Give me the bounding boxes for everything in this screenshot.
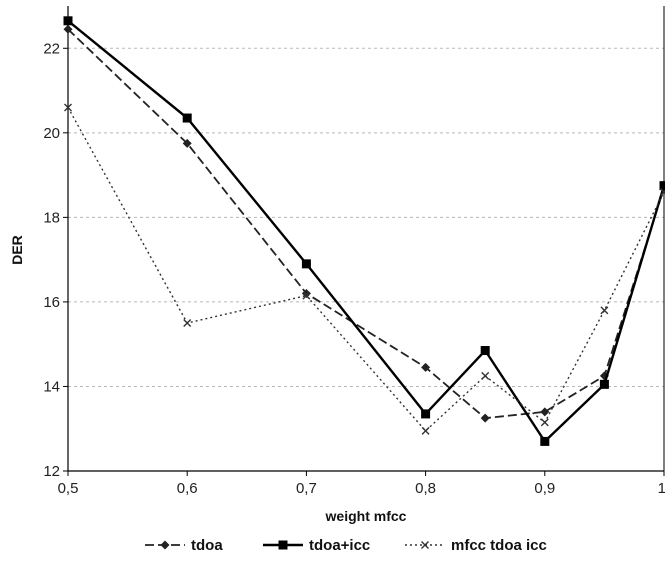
data-point xyxy=(302,291,311,300)
series-line xyxy=(67,19,665,444)
series-layer xyxy=(63,16,665,446)
y-tick-label: 12 xyxy=(43,463,60,480)
x-tick-label: 0,8 xyxy=(415,480,436,497)
y-tick-label: 14 xyxy=(43,378,60,395)
legend-swatch-marker xyxy=(160,540,170,550)
data-point xyxy=(183,319,192,328)
x-tick-label: 0,7 xyxy=(296,480,317,497)
data-point xyxy=(480,413,490,423)
series-mfcc-tdoa-icc xyxy=(64,103,665,435)
data-point xyxy=(659,181,665,191)
y-tick-label: 22 xyxy=(43,40,60,57)
data-point xyxy=(481,371,490,380)
data-point xyxy=(540,418,549,427)
series-tdoa xyxy=(63,24,665,423)
legend-item: tdoa+icc xyxy=(263,537,370,554)
x-axis-title: weight mfcc xyxy=(325,508,407,524)
series-line xyxy=(67,28,665,420)
y-tick-label: 18 xyxy=(43,209,60,226)
data-point xyxy=(599,379,609,389)
legend-swatch-marker xyxy=(421,541,429,549)
x-axis-ticks: 0,5 0,6 0,7 0,8 0,9 1 xyxy=(58,471,665,497)
legend-label: tdoa xyxy=(191,537,223,554)
data-point xyxy=(600,306,609,315)
x-tick-label: 0,9 xyxy=(534,480,555,497)
data-point xyxy=(63,16,73,26)
legend-label: tdoa+icc xyxy=(309,537,370,554)
data-point xyxy=(63,24,73,34)
data-point xyxy=(182,138,192,148)
x-tick-label: 0,6 xyxy=(177,480,198,497)
legend-label: mfcc tdoa icc xyxy=(451,537,547,554)
data-point xyxy=(421,426,430,435)
data-point xyxy=(421,362,431,372)
data-point xyxy=(421,409,431,419)
x-tick-label: 0,5 xyxy=(58,480,79,497)
x-tick-label: 1 xyxy=(658,480,665,497)
legend: tdoa tdoa+icc mfcc tdoa icc xyxy=(145,537,547,554)
legend-item: mfcc tdoa icc xyxy=(405,537,547,554)
grid-lines xyxy=(68,47,664,387)
data-point xyxy=(660,188,665,196)
series-line xyxy=(67,107,665,432)
y-tick-label: 20 xyxy=(43,125,60,142)
y-axis-title: DER xyxy=(9,235,25,265)
y-tick-label: 16 xyxy=(43,294,60,311)
plot-frame xyxy=(67,6,665,472)
legend-item: tdoa xyxy=(145,537,223,554)
y-axis-ticks: 12 14 16 18 20 22 xyxy=(43,40,68,480)
data-point xyxy=(540,407,550,417)
data-point xyxy=(301,259,311,269)
series-tdoa-icc xyxy=(63,16,665,446)
data-point xyxy=(480,346,490,356)
legend-swatch-marker xyxy=(278,540,288,550)
data-point xyxy=(64,103,72,112)
data-point xyxy=(182,113,192,123)
data-point xyxy=(540,436,550,446)
